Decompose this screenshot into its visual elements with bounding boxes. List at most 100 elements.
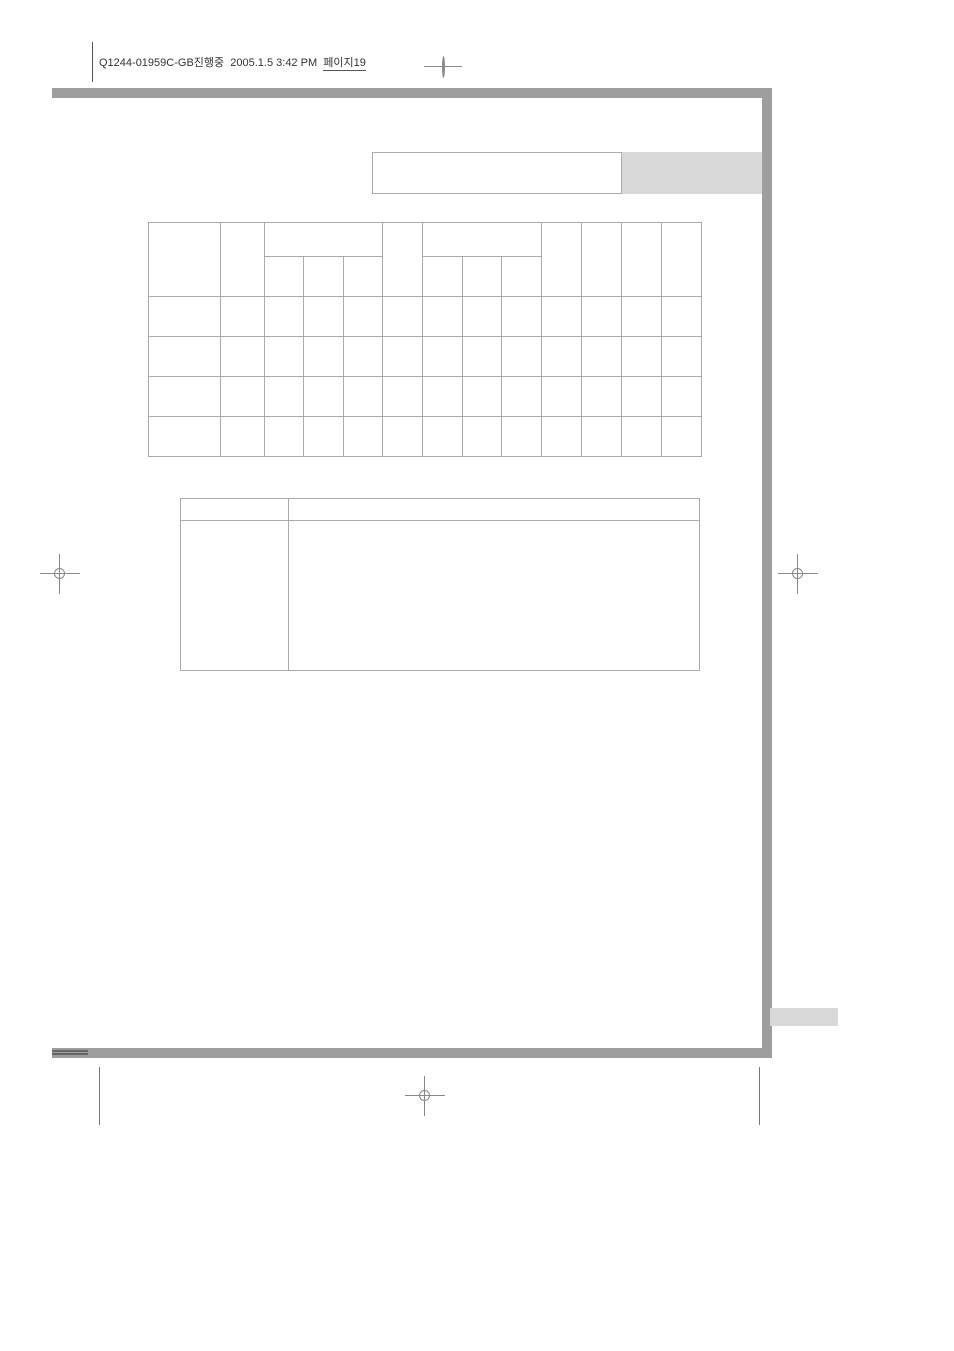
cell	[265, 297, 304, 337]
table-row	[149, 297, 702, 337]
note-body-row	[181, 521, 700, 671]
table-header-row	[149, 223, 702, 257]
header-code: Q1244-01959C-GB진행중	[99, 57, 224, 69]
cell	[149, 417, 221, 457]
header-text: Q1244-01959C-GB진행중 2005.1.5 3:42 PM 페이지1…	[99, 54, 366, 70]
th-sub4	[423, 257, 462, 297]
cell	[582, 337, 622, 377]
cell	[662, 337, 702, 377]
trim-line-right	[759, 1067, 760, 1125]
table-row	[149, 377, 702, 417]
cell	[502, 337, 542, 377]
cell	[423, 297, 462, 337]
cell	[383, 377, 423, 417]
cell	[582, 377, 622, 417]
note-header-row	[181, 499, 700, 521]
cell	[662, 297, 702, 337]
th-col13	[662, 223, 702, 297]
cell	[265, 337, 304, 377]
print-header: Q1244-01959C-GB진행중 2005.1.5 3:42 PM 페이지1…	[92, 42, 422, 82]
cell	[462, 337, 501, 377]
th-sub5	[462, 257, 501, 297]
cell	[149, 377, 221, 417]
cell	[304, 337, 343, 377]
frame-bottom	[52, 1048, 772, 1058]
cell	[149, 297, 221, 337]
th-col6	[383, 223, 423, 297]
cell	[221, 377, 265, 417]
th-group1	[265, 223, 383, 257]
cell	[502, 417, 542, 457]
crop-mark-left-icon	[40, 554, 80, 594]
cell	[423, 417, 462, 457]
crop-mark-right-icon	[778, 554, 818, 594]
th-col10	[542, 223, 582, 297]
cell	[265, 377, 304, 417]
cell	[662, 377, 702, 417]
cell	[304, 297, 343, 337]
cell	[462, 377, 501, 417]
cell	[622, 337, 662, 377]
crop-mark-top-icon	[424, 52, 460, 72]
cell	[622, 417, 662, 457]
th-col1	[149, 223, 221, 297]
cell	[149, 337, 221, 377]
header-page-number: 19	[354, 57, 366, 69]
cell	[383, 337, 423, 377]
cell	[462, 417, 501, 457]
th-col11	[582, 223, 622, 297]
cell	[265, 417, 304, 457]
cell	[221, 337, 265, 377]
cell	[542, 417, 582, 457]
cell	[582, 297, 622, 337]
frame-right	[762, 88, 772, 1058]
cell	[542, 297, 582, 337]
table-row	[149, 337, 702, 377]
cell	[423, 337, 462, 377]
frame-notch-bottom	[52, 1050, 88, 1052]
cell	[383, 417, 423, 457]
th-sub6	[502, 257, 542, 297]
cell	[343, 417, 383, 457]
th-col2	[221, 223, 265, 297]
cell	[542, 377, 582, 417]
cell	[462, 297, 501, 337]
trim-line-left	[99, 1067, 100, 1125]
header-page-label: 페이지	[323, 57, 353, 69]
cell	[502, 377, 542, 417]
cell	[343, 377, 383, 417]
cell	[304, 417, 343, 457]
th-col12	[622, 223, 662, 297]
th-sub3	[343, 257, 383, 297]
note-th2	[289, 499, 700, 521]
title-bar-right	[622, 152, 762, 194]
note-cell2	[289, 521, 700, 671]
cell	[502, 297, 542, 337]
page-number-box	[770, 1008, 838, 1026]
note-th1	[181, 499, 289, 521]
note-table	[180, 498, 700, 671]
header-date: 2005.1.5 3:42 PM	[230, 57, 317, 69]
table-row	[149, 417, 702, 457]
cell	[662, 417, 702, 457]
cell	[221, 297, 265, 337]
th-sub2	[304, 257, 343, 297]
cell	[542, 337, 582, 377]
cell	[343, 297, 383, 337]
spec-table	[148, 222, 702, 457]
cell	[622, 297, 662, 337]
cell	[304, 377, 343, 417]
title-box	[372, 152, 622, 194]
frame-top	[52, 88, 772, 98]
th-sub1	[265, 257, 304, 297]
note-cell1	[181, 521, 289, 671]
th-group2	[423, 223, 542, 257]
cell	[343, 337, 383, 377]
cell	[582, 417, 622, 457]
title-bar	[372, 152, 762, 194]
cell	[221, 417, 265, 457]
crop-mark-bottom-icon	[405, 1076, 445, 1116]
cell	[622, 377, 662, 417]
cell	[423, 377, 462, 417]
cell	[383, 297, 423, 337]
